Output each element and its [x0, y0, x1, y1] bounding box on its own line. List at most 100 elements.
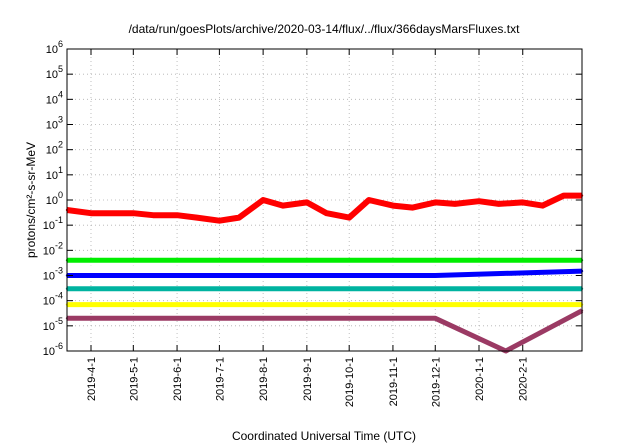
- series-point-0: [305, 201, 309, 204]
- y-tick-base: 10: [46, 69, 58, 81]
- y-tick-label: 10-4: [43, 291, 63, 308]
- series-point-0: [541, 204, 544, 207]
- series-point-0: [89, 212, 93, 215]
- series-point-0: [497, 202, 500, 206]
- series-point-0: [151, 214, 155, 217]
- y-tick-label: 103: [46, 115, 63, 132]
- y-tick-base: 10: [43, 296, 55, 308]
- series-point-2: [305, 266, 309, 270]
- series-point-0: [521, 201, 524, 204]
- y-tick-base: 10: [46, 44, 58, 56]
- y-tick-exponent: -4: [55, 291, 63, 301]
- series-point-0: [391, 204, 395, 207]
- series-point-5: [175, 303, 179, 306]
- series-point-0: [261, 198, 265, 202]
- y-tick-base: 10: [43, 271, 55, 283]
- x-axis-title: Coordinated Universal Time (UTC): [232, 429, 416, 443]
- series-point-6: [175, 317, 179, 320]
- y-tick-exponent: -5: [55, 316, 63, 326]
- series-point-0: [325, 212, 328, 215]
- series-point-0: [109, 212, 112, 215]
- y-tick-label: 10-2: [43, 240, 63, 257]
- x-tick-label: 2019-11-1: [388, 357, 400, 406]
- series-point-1: [305, 259, 309, 262]
- series-point-4: [434, 287, 437, 290]
- series-line-3: [67, 268, 583, 278]
- series-point-0: [195, 216, 198, 219]
- y-tick-exponent: 2: [58, 140, 63, 150]
- series-point-3: [305, 274, 309, 277]
- y-tick-label: 10-1: [43, 215, 63, 232]
- y-tick-label: 102: [46, 140, 63, 157]
- series-point-6: [434, 317, 437, 320]
- y-tick-base: 10: [46, 145, 58, 157]
- series-point-5: [305, 303, 309, 306]
- series-point-2: [434, 266, 437, 270]
- series-point-1: [434, 259, 437, 262]
- series-point-0: [348, 216, 351, 219]
- y-tick-base: 10: [46, 195, 58, 207]
- series-line-0: [66, 192, 582, 224]
- x-tick-label: 2019-7-1: [214, 357, 226, 401]
- y-tick-label: 104: [46, 89, 63, 106]
- series-point-0: [132, 212, 135, 215]
- x-tick-label: 2019-10-1: [344, 357, 356, 407]
- series-point-3: [434, 274, 437, 277]
- y-tick-base: 10: [46, 94, 58, 106]
- x-tick-label: 2020-2-1: [518, 357, 530, 401]
- y-tick-exponent: -3: [55, 266, 63, 276]
- series-line-6: [67, 308, 584, 354]
- y-tick-label: 10-3: [43, 266, 63, 283]
- y-tick-exponent: 1: [58, 165, 63, 175]
- x-tick-label: 2019-5-1: [128, 357, 140, 401]
- chart-title: /data/run/goesPlots/archive/2020-03-14/f…: [129, 22, 521, 36]
- x-tick-label: 2019-9-1: [302, 357, 314, 401]
- x-tick-label: 2019-4-1: [86, 357, 98, 401]
- series-point-0: [453, 202, 457, 206]
- series-point-2: [175, 266, 179, 270]
- x-axis: 2019-4-1 2019-5-1 2019-6-1 2019-7-1 2019-8-1…: [86, 49, 530, 407]
- x-tick-label: 2019-12-1: [430, 357, 442, 407]
- y-tick-base: 10: [43, 346, 55, 358]
- series-point-3: [175, 274, 179, 277]
- series-layer: [65, 192, 584, 354]
- y-tick-exponent: 4: [58, 89, 63, 99]
- series-point-0: [175, 214, 179, 217]
- series-point-0: [218, 219, 221, 222]
- x-tick-label: 2019-8-1: [258, 357, 270, 401]
- y-tick-exponent: 0: [58, 190, 63, 200]
- y-tick-exponent: 6: [58, 39, 63, 49]
- series-point-1: [175, 259, 179, 262]
- y-tick-base: 10: [43, 321, 55, 333]
- series-point-0: [562, 194, 565, 197]
- y-tick-label: 100: [46, 190, 63, 207]
- y-tick-base: 10: [43, 245, 55, 257]
- series-point-0: [237, 216, 241, 219]
- y-axis-title: protons/cm²-s-sr-MeV: [24, 142, 38, 258]
- series-point-0: [367, 198, 371, 202]
- series-point-5: [434, 303, 437, 306]
- y-tick-exponent: 3: [58, 115, 63, 125]
- y-tick-exponent: -6: [55, 341, 63, 351]
- y-axis: 10-610-510-410-310-210-11001011021031041…: [43, 39, 582, 358]
- series-point-4: [305, 287, 309, 290]
- x-tick-label: 2020-1-1: [474, 357, 486, 401]
- y-tick-exponent: 5: [58, 64, 63, 74]
- y-tick-base: 10: [43, 220, 55, 232]
- series-point-6: [305, 317, 309, 320]
- y-tick-exponent: -1: [55, 215, 63, 225]
- y-tick-label: 10-5: [43, 316, 63, 333]
- series-point-0: [477, 200, 481, 203]
- series-point-0: [281, 204, 285, 207]
- y-tick-label: 105: [46, 64, 63, 81]
- series-point-0: [411, 206, 414, 209]
- y-tick-label: 10-6: [43, 341, 63, 358]
- y-tick-base: 10: [46, 170, 58, 182]
- series-point-0: [434, 201, 437, 204]
- y-tick-label: 101: [46, 165, 63, 182]
- x-tick-label: 2019-6-1: [172, 357, 184, 401]
- y-tick-exponent: -2: [55, 240, 63, 250]
- series-point-4: [175, 287, 179, 290]
- y-tick-label: 106: [46, 39, 63, 56]
